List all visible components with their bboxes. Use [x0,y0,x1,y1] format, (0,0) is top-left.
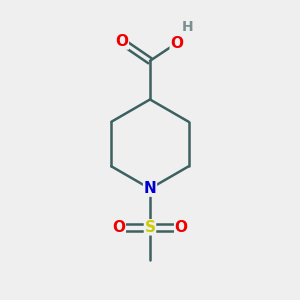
Text: O: O [115,34,128,49]
Text: S: S [145,220,155,235]
Text: N: N [144,181,156,196]
Text: O: O [175,220,188,235]
Text: O: O [112,220,125,235]
Text: H: H [181,20,193,34]
Text: O: O [170,35,183,50]
